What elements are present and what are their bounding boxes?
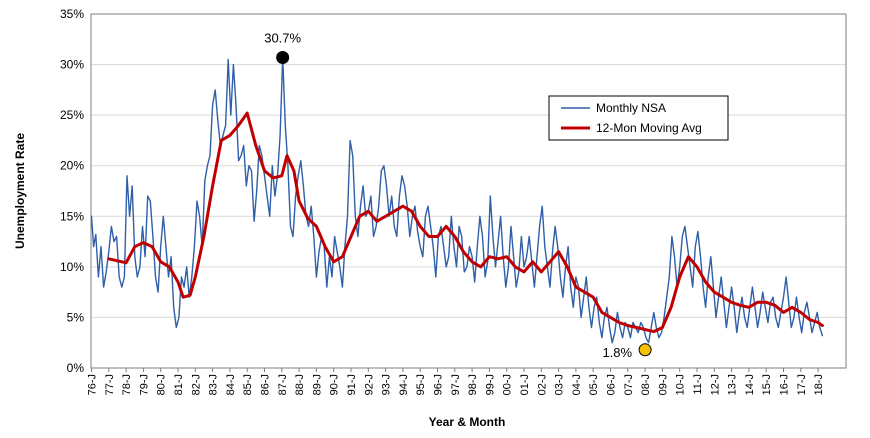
- x-tick-label: 88-J: [294, 374, 306, 395]
- x-tick-label: 89-J: [311, 374, 323, 395]
- x-tick-label: 12-J: [709, 374, 721, 395]
- x-tick-label: 97-J: [450, 374, 462, 395]
- x-tick-label: 09-J: [657, 374, 669, 395]
- x-tick-label: 06-J: [606, 374, 618, 395]
- x-tick-label: 79-J: [138, 374, 150, 395]
- y-tick-label: 30%: [60, 58, 84, 72]
- x-tick-label: 93-J: [381, 374, 393, 395]
- y-tick-label: 25%: [60, 108, 84, 122]
- x-tick-label: 00-J: [502, 374, 514, 395]
- y-axis-ticks: 0% 5% 10% 15% 20% 25% 30% 35%: [60, 7, 84, 375]
- x-axis-title: Year & Month: [429, 415, 506, 429]
- x-tick-label: 77-J: [104, 374, 116, 395]
- x-tick-label: 15-J: [761, 374, 773, 395]
- x-tick-label: 10-J: [675, 374, 687, 395]
- x-tick-label: 86-J: [260, 374, 272, 395]
- x-tick-label: 16-J: [779, 374, 791, 395]
- x-tick-label: 78-J: [121, 374, 133, 395]
- legend: Monthly NSA 12-Mon Moving Avg: [548, 95, 729, 141]
- annotations: 30.7% 1.8%: [264, 30, 652, 360]
- x-tick-label: 02-J: [536, 374, 548, 395]
- x-tick-label: 95-J: [415, 374, 427, 395]
- annotation-marker: [276, 50, 290, 64]
- series-line-monthly-nsa: [90, 56, 824, 344]
- x-tick-label: 83-J: [208, 374, 220, 395]
- legend-box: [548, 95, 729, 141]
- series: [90, 56, 824, 344]
- y-tick-label: 10%: [60, 260, 84, 274]
- x-tick-label: 94-J: [398, 374, 410, 395]
- x-tick-label: 92-J: [363, 374, 375, 395]
- x-tick-label: 04-J: [571, 374, 583, 395]
- x-tick-label: 91-J: [346, 374, 358, 395]
- annotation-label: 30.7%: [264, 30, 301, 45]
- x-tick-label: 85-J: [242, 374, 254, 395]
- x-tick-label: 84-J: [225, 374, 237, 395]
- x-tick-label: 98-J: [467, 374, 479, 395]
- annotation-marker: [638, 343, 652, 357]
- x-tick-label: 08-J: [640, 374, 652, 395]
- x-tick-label: 90-J: [329, 374, 341, 395]
- x-tick-label: 96-J: [433, 374, 445, 395]
- annotation-label: 1.8%: [602, 345, 632, 360]
- x-tick-label: 82-J: [190, 374, 202, 395]
- x-tick-label: 80-J: [156, 374, 168, 395]
- y-tick-label: 15%: [60, 209, 84, 223]
- x-tick-label: 18-J: [813, 374, 825, 395]
- x-tick-label: 87-J: [277, 374, 289, 395]
- x-axis-ticks: 76-J 77-J 78-J 79-J 80-J 81-J 82-J 83-J 84-J 85-J…: [87, 368, 825, 395]
- y-axis-title: Unemployment Rate: [13, 133, 27, 249]
- legend-label-monthly-nsa: Monthly NSA: [596, 101, 666, 115]
- x-tick-label: 17-J: [796, 374, 808, 395]
- x-tick-label: 03-J: [554, 374, 566, 395]
- x-tick-label: 13-J: [727, 374, 739, 395]
- plot-area-border: [90, 13, 847, 369]
- x-tick-label: 14-J: [744, 374, 756, 395]
- x-tick-label: 76-J: [87, 374, 99, 395]
- legend-label-moving-avg: 12-Mon Moving Avg: [596, 121, 702, 135]
- x-tick-label: 01-J: [519, 374, 531, 395]
- x-tick-label: 99-J: [484, 374, 496, 395]
- y-tick-label: 20%: [60, 159, 84, 173]
- x-tick-label: 05-J: [588, 374, 600, 395]
- x-tick-label: 11-J: [692, 374, 704, 395]
- y-tick-label: 35%: [60, 7, 84, 21]
- x-tick-label: 07-J: [623, 374, 635, 395]
- series-line-moving-avg: [107, 111, 824, 334]
- x-tick-label: 81-J: [173, 374, 185, 395]
- y-tick-label: 5%: [67, 310, 85, 324]
- y-tick-label: 0%: [67, 361, 85, 375]
